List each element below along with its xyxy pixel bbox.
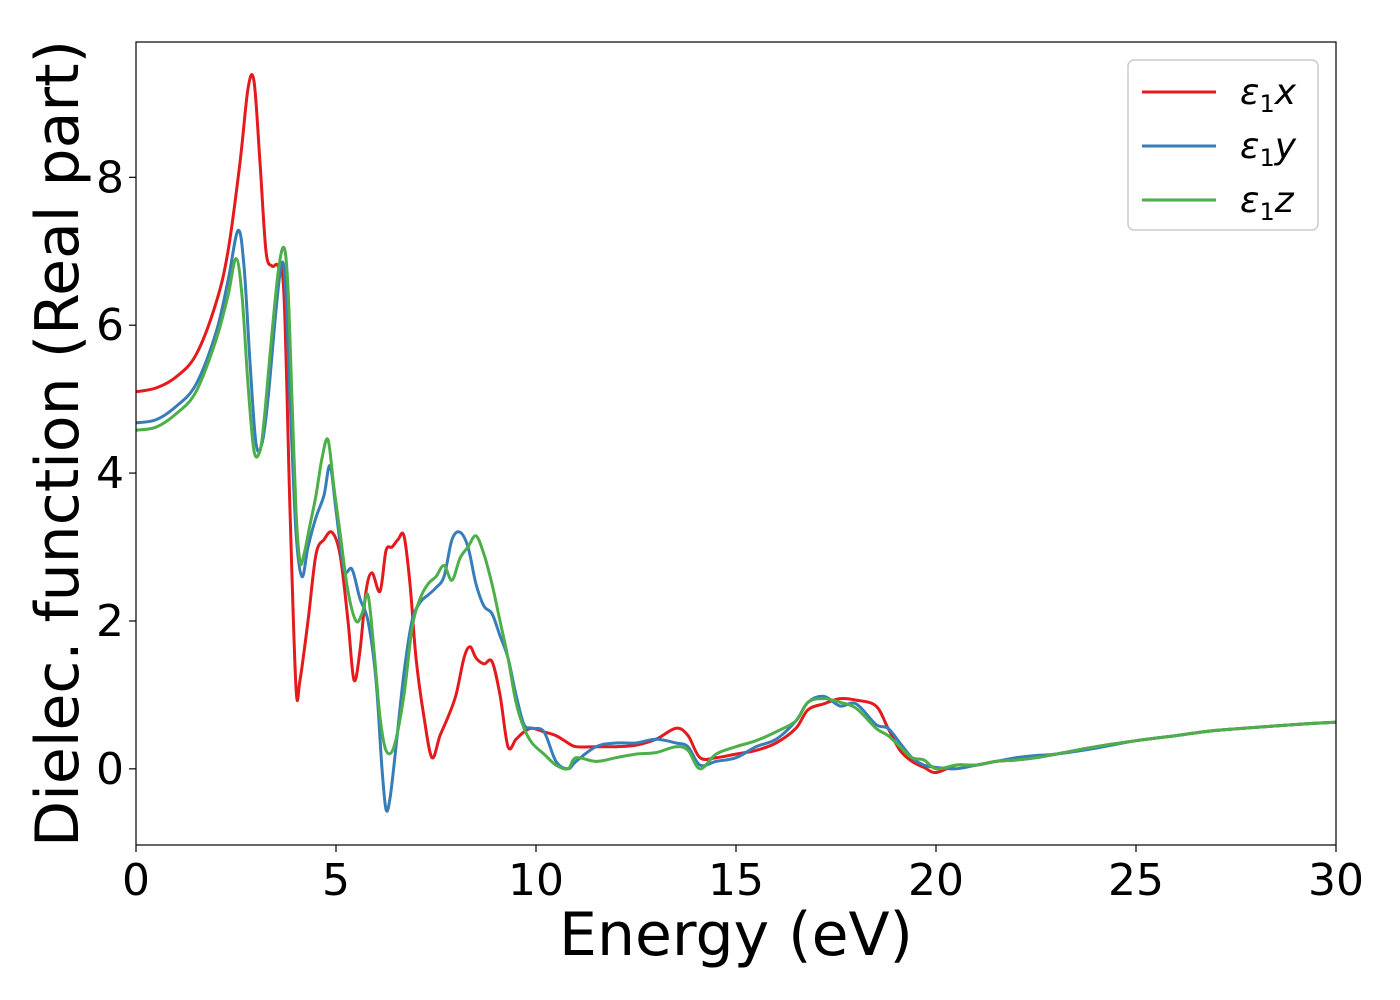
x-tick-label: 30 (1308, 855, 1364, 906)
legend-label-x: ε1x (1240, 72, 1297, 118)
legend-label-y: ε1y (1240, 126, 1297, 172)
legend-label-z: ε1z (1240, 180, 1295, 226)
x-tick-label: 20 (908, 855, 964, 906)
y-tick-label: 6 (96, 300, 124, 351)
x-tick-label: 10 (508, 855, 564, 906)
ticks-layer: 0 5 10 15 20 25 30 0 2 4 6 8 (96, 152, 1364, 906)
series-line-z (136, 245, 1336, 771)
x-tick-label: 15 (708, 855, 764, 906)
x-tick-label: 0 (122, 855, 150, 906)
x-axis-title: Energy (eV) (559, 900, 913, 970)
legend: ε1x ε1y ε1z (1127, 59, 1319, 231)
y-tick-label: 0 (96, 744, 124, 795)
y-tick-label: 4 (96, 448, 124, 499)
y-tick-label: 2 (96, 596, 124, 647)
y-tick-label: 8 (96, 152, 124, 203)
legend-box (1127, 59, 1319, 231)
series-line-x (136, 73, 1336, 775)
series-layer (136, 73, 1336, 813)
x-tick-label: 25 (1108, 855, 1164, 906)
x-tick-label: 5 (322, 855, 350, 906)
series-line-y (136, 228, 1336, 813)
y-axis-title: Dielec. function (Real part) (23, 40, 93, 847)
